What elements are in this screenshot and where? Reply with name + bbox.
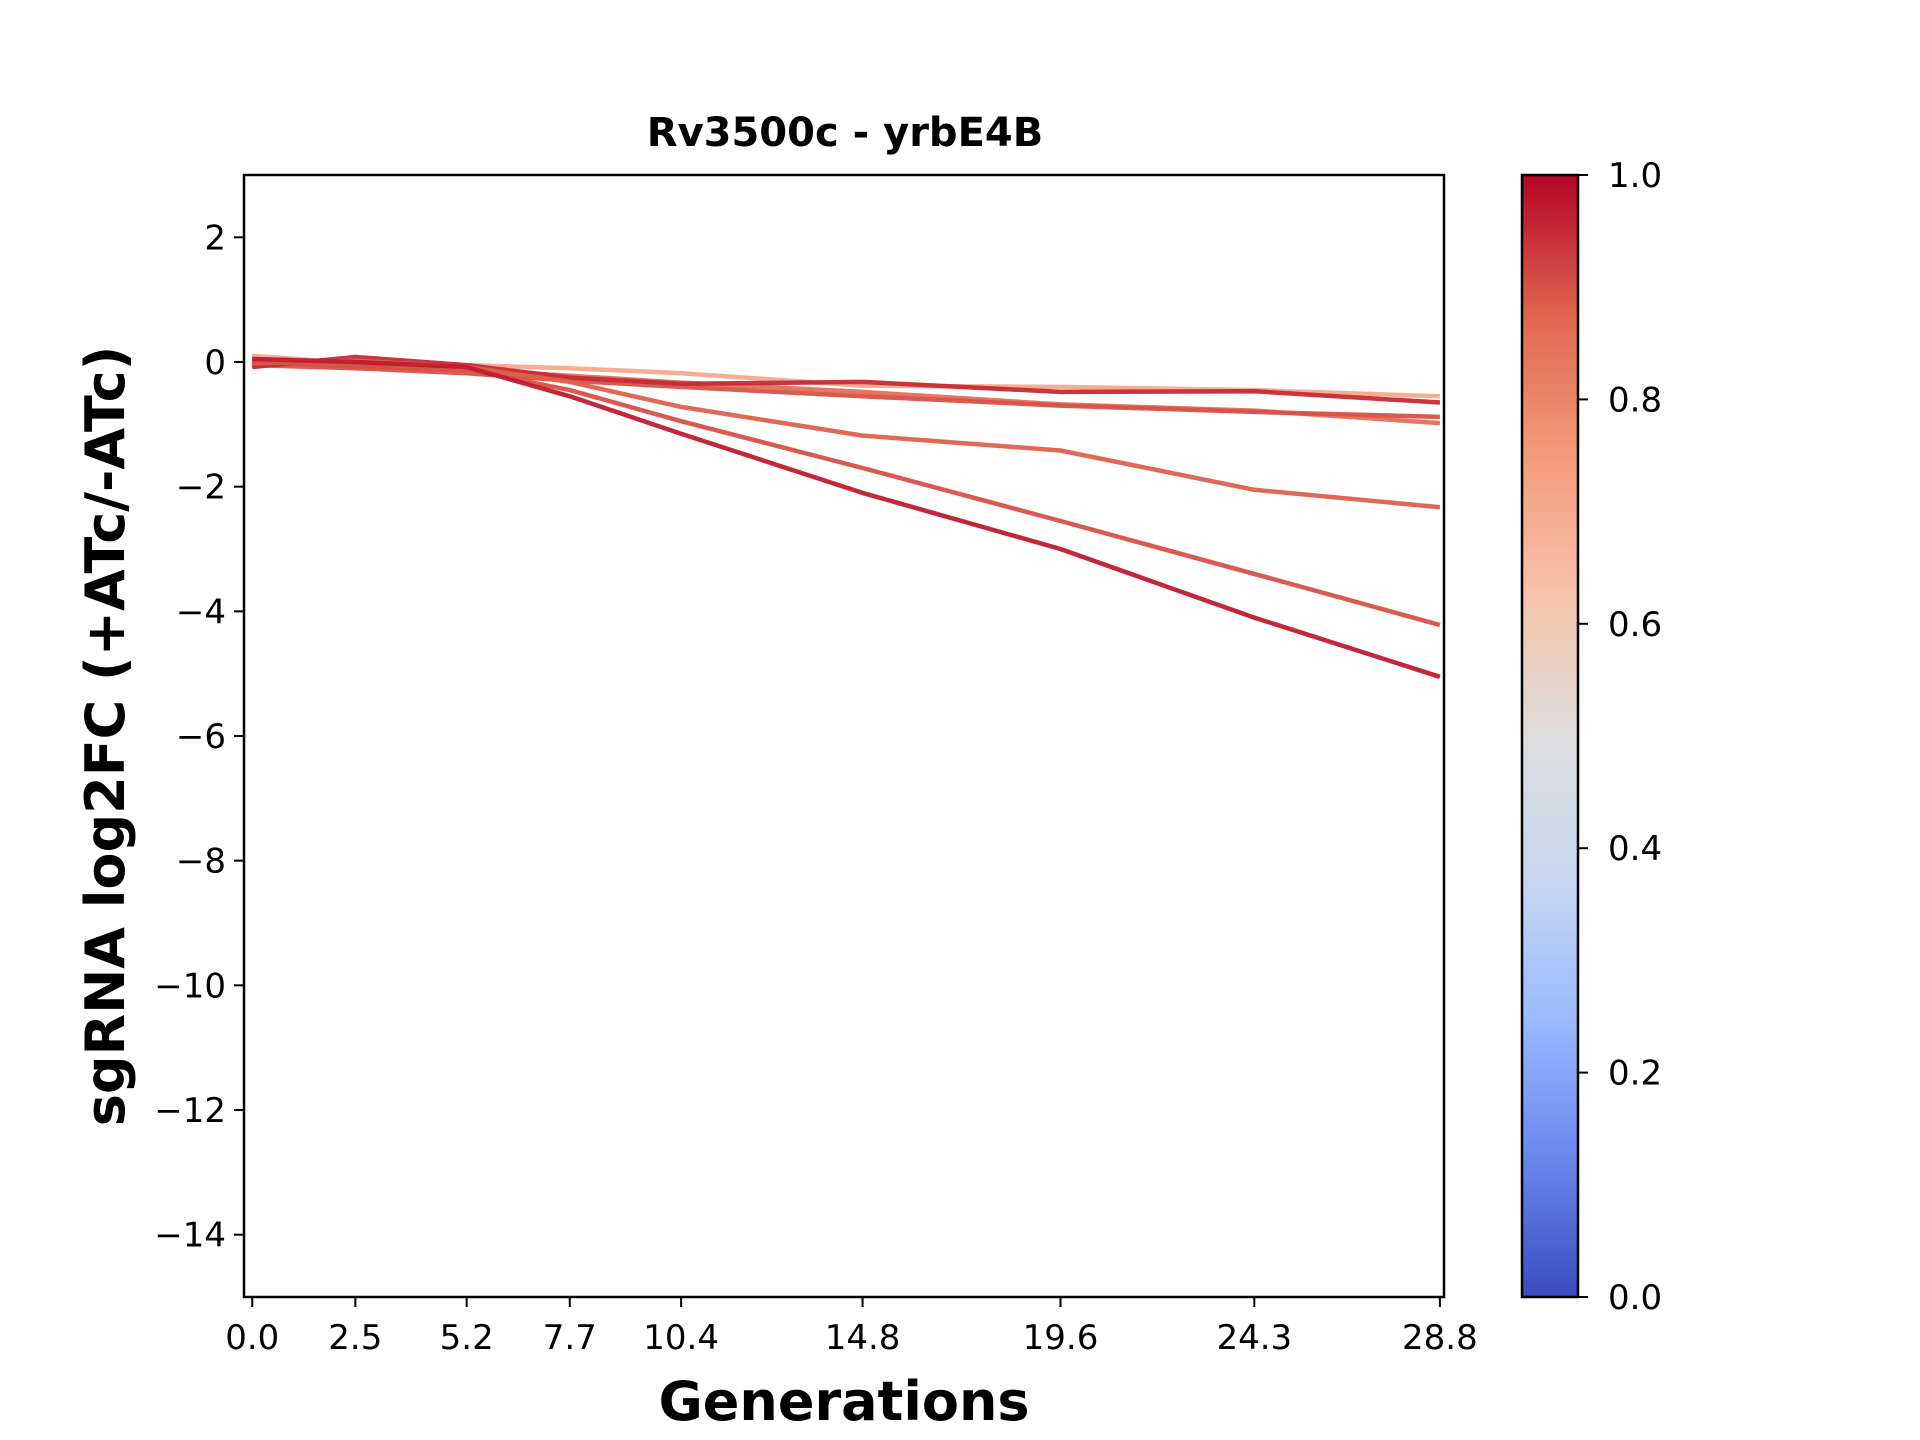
y-tick-label: −10 bbox=[154, 966, 226, 1006]
y-tick-label: −2 bbox=[176, 468, 226, 508]
colorbar-tick-label: 0.6 bbox=[1608, 605, 1662, 645]
y-tick-label: 0 bbox=[204, 343, 226, 383]
x-tick-label: 28.8 bbox=[1402, 1318, 1478, 1358]
x-tick-label: 14.8 bbox=[825, 1318, 901, 1358]
x-tick-label: 7.7 bbox=[543, 1318, 597, 1358]
colorbar-tick-label: 0.4 bbox=[1608, 829, 1662, 869]
series-layer bbox=[251, 353, 1441, 679]
x-tick-label: 2.5 bbox=[328, 1318, 382, 1358]
x-axis-title: Generations bbox=[658, 1370, 1029, 1433]
x-axis-ticks: 0.0 2.5 5.2 7.7 10.4 14.8 19.6 24.3 28.8 bbox=[225, 1297, 1478, 1358]
x-tick-label: 5.2 bbox=[440, 1318, 494, 1358]
colorbar-tick-label: 0.8 bbox=[1608, 380, 1662, 420]
colorbar-ticks: 0.0 0.2 0.4 0.6 0.8 1.0 bbox=[1578, 156, 1662, 1318]
colorbar-tick-label: 0.2 bbox=[1608, 1054, 1662, 1094]
y-axis-title: sgRNA log2FC (+ATc/-ATc) bbox=[74, 346, 137, 1127]
y-tick-label: −4 bbox=[176, 592, 226, 632]
colorbar-tick-label: 1.0 bbox=[1608, 156, 1662, 196]
series-line-4 bbox=[251, 354, 1441, 405]
y-tick-label: −12 bbox=[154, 1091, 226, 1131]
y-tick-label: −6 bbox=[176, 717, 226, 757]
series-line-3 bbox=[252, 362, 1440, 420]
plot-frame bbox=[242, 173, 1446, 1299]
series-line-6 bbox=[252, 359, 1441, 628]
y-tick-label: −8 bbox=[176, 842, 226, 882]
x-tick-label: 10.4 bbox=[643, 1318, 719, 1358]
x-tick-label: 19.6 bbox=[1023, 1318, 1099, 1358]
y-tick-label: −14 bbox=[154, 1216, 226, 1256]
chart-title: Rv3500c - yrbE4B bbox=[647, 110, 1043, 156]
y-tick-label: 2 bbox=[204, 218, 226, 258]
colorbar bbox=[1520, 173, 1580, 1299]
series-line-7 bbox=[252, 356, 1441, 679]
colorbar-tick-label: 0.0 bbox=[1608, 1278, 1662, 1318]
y-axis-ticks: 2 0 −2 −4 −6 −8 −10 −12 −14 bbox=[154, 218, 244, 1256]
x-tick-label: 24.3 bbox=[1216, 1318, 1292, 1358]
x-tick-label: 0.0 bbox=[225, 1318, 279, 1358]
